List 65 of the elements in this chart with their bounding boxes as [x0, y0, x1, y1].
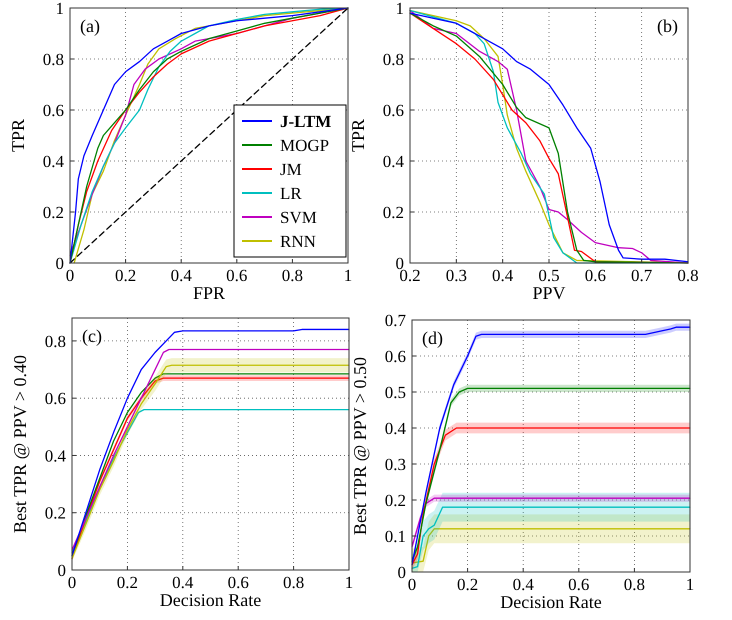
legend-label: LR	[280, 184, 302, 203]
y-axis-title: Best TPR @ PPV > 0.40	[10, 354, 30, 534]
x-tick-label: 0.8	[624, 575, 646, 594]
y-tick-label: 1	[396, 0, 404, 18]
y-tick-label: 0.1	[384, 527, 406, 546]
x-tick-label: 0.4	[170, 266, 192, 285]
x-axis-title: Decision Rate	[160, 590, 262, 610]
y-tick-label: 0.8	[382, 50, 404, 69]
x-tick-label: 0.4	[172, 573, 194, 592]
y-tick-label: 0.6	[42, 101, 64, 120]
x-tick-label: 0.2	[114, 266, 136, 285]
x-tick-label: 0.5	[538, 266, 560, 285]
y-tick-label: 0.4	[44, 446, 66, 466]
y-tick-label: 0.6	[44, 389, 66, 408]
y-tick-label: 1	[56, 0, 64, 18]
x-tick-label: 0.4	[492, 266, 514, 285]
x-tick-label: 0.7	[631, 266, 653, 285]
legend-label: MOGP	[280, 136, 330, 155]
legend-label: SVM	[280, 208, 317, 227]
y-tick-label: 0.3	[384, 455, 406, 474]
x-axis-title: FPR	[192, 283, 226, 303]
y-tick-label: 0.6	[384, 347, 406, 366]
x-tick-label: 0.3	[446, 266, 467, 285]
y-tick-label: 0.8	[44, 332, 66, 351]
x-tick-label: 1	[344, 266, 352, 285]
y-tick-label: 0.2	[42, 203, 64, 222]
y-tick-label: 0.2	[384, 491, 406, 510]
y-tick-label: 0.5	[384, 383, 406, 402]
annotation: (d)	[422, 328, 443, 348]
y-tick-label: 0	[58, 561, 66, 580]
x-tick-label: 0.6	[584, 266, 606, 285]
y-axis-title: Best TPR @ PPV > 0.50	[350, 356, 370, 536]
x-tick-label: 1	[686, 575, 694, 594]
line-series	[411, 506, 691, 570]
legend-label: RNN	[280, 232, 316, 251]
legend-label: J-LTM	[280, 112, 332, 131]
annotation: (c)	[82, 326, 102, 346]
x-tick-label: 0.4	[512, 575, 534, 594]
x-axis-title: Decision Rate	[500, 592, 602, 612]
x-tick-label: 0.8	[282, 266, 304, 285]
x-tick-label: 0.6	[226, 266, 248, 285]
y-tick-label: 0.2	[382, 203, 404, 222]
annotation: (b)	[657, 16, 678, 36]
line-series	[411, 528, 691, 564]
y-axis-title: TPR	[8, 118, 28, 152]
x-tick-label: 0.2	[456, 575, 478, 594]
x-tick-label: 0.8	[677, 266, 699, 285]
y-axis-title: TPR	[348, 118, 368, 152]
x-tick-label: 0.8	[282, 573, 304, 592]
y-tick-label: 0.4	[42, 152, 64, 171]
annotation: (a)	[80, 16, 100, 36]
y-tick-label: 0.4	[382, 152, 404, 171]
x-tick-label: 1	[344, 573, 354, 592]
x-tick-label: 0.6	[568, 575, 590, 594]
x-axis-title: PPV	[532, 283, 566, 303]
y-tick-label: 0.6	[382, 101, 404, 120]
legend-label: JM	[280, 160, 302, 179]
y-tick-label: 0.2	[44, 504, 66, 523]
y-tick-label: 0.7	[384, 311, 406, 330]
y-tick-label: 0.8	[42, 50, 64, 69]
x-tick-label: 0.6	[228, 573, 249, 592]
y-tick-label: 0	[56, 254, 64, 273]
x-tick-label: 0.2	[116, 573, 138, 592]
y-tick-label: 0.4	[384, 419, 406, 438]
line-series	[71, 408, 350, 554]
